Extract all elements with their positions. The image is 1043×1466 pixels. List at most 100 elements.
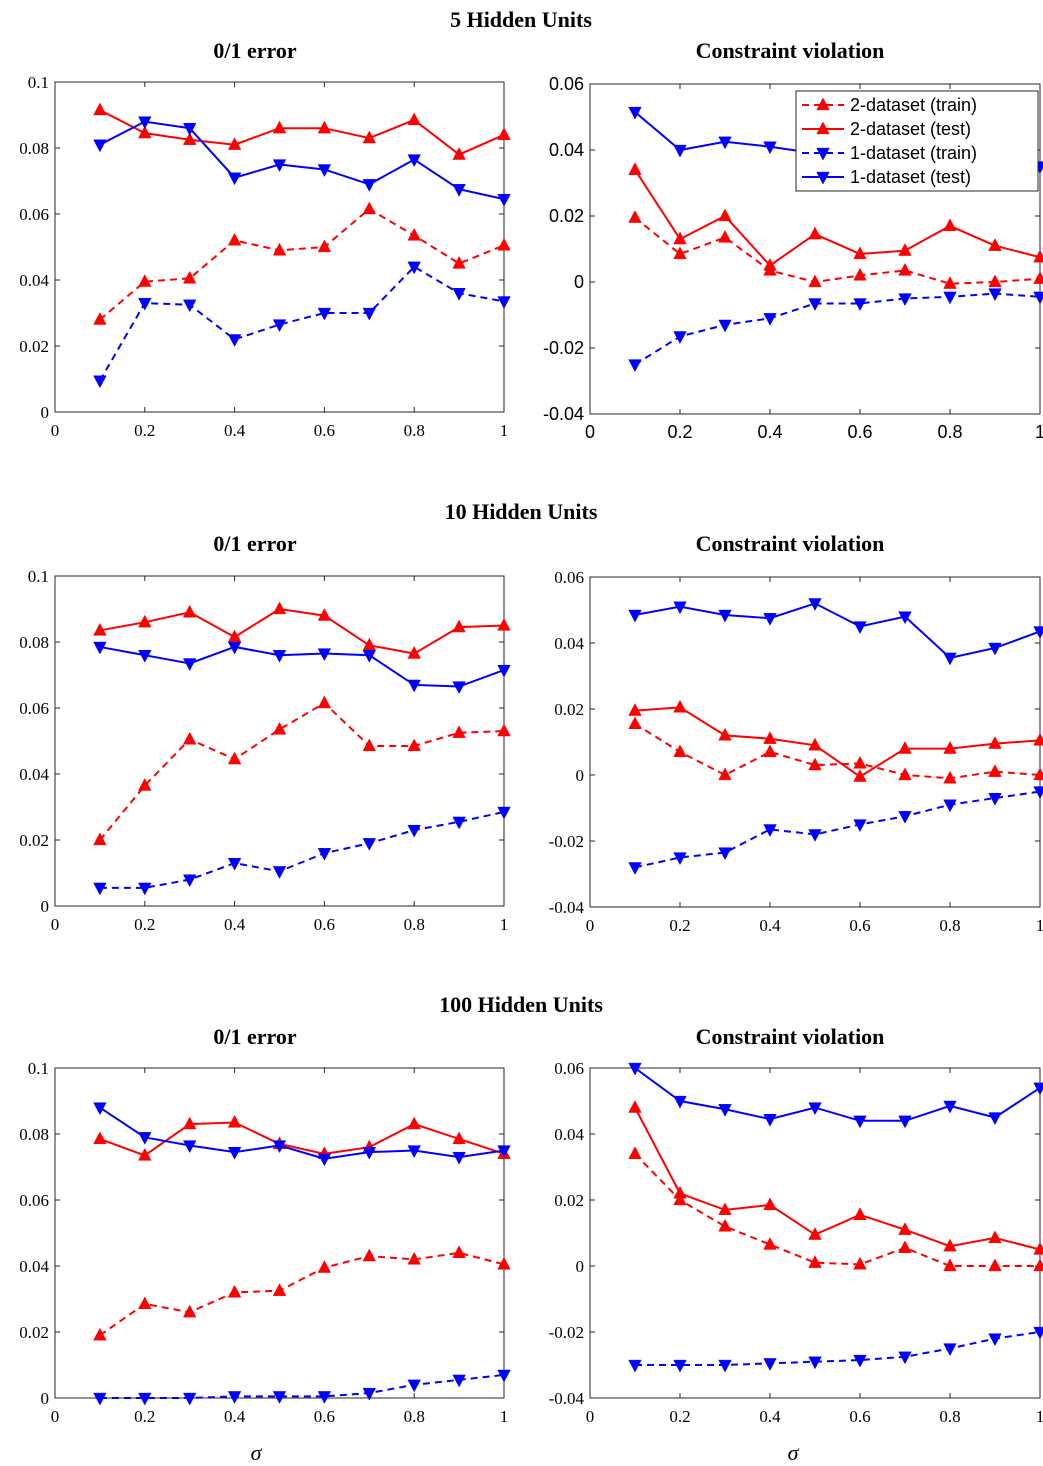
data-point bbox=[182, 658, 197, 671]
y-tick-label: 0.04 bbox=[554, 634, 584, 653]
data-point bbox=[272, 1140, 287, 1154]
data-point bbox=[227, 1147, 242, 1160]
data-point bbox=[763, 1114, 777, 1127]
data-point bbox=[898, 1240, 912, 1253]
data-point bbox=[452, 1374, 466, 1388]
y-tick-label: 0.04 bbox=[19, 765, 49, 784]
panel-6-title: Constraint violation bbox=[696, 1024, 885, 1049]
x-tick-label: 1 bbox=[500, 421, 509, 440]
data-point bbox=[943, 1100, 957, 1114]
x-tick-label: 0.4 bbox=[224, 915, 246, 934]
data-point bbox=[628, 359, 642, 373]
series-line-1-dataset-test- bbox=[99, 120, 505, 201]
panel-5-title: 0/1 error bbox=[213, 1024, 297, 1049]
data-point bbox=[93, 1392, 107, 1406]
data-point bbox=[808, 598, 822, 611]
data-point bbox=[182, 1304, 197, 1318]
series-line-1-dataset-test- bbox=[99, 1106, 505, 1160]
data-point bbox=[362, 201, 377, 215]
data-point bbox=[673, 744, 687, 758]
data-point bbox=[272, 601, 287, 615]
data-point bbox=[628, 162, 642, 175]
data-point bbox=[497, 1145, 511, 1159]
x-tick-label: 0.8 bbox=[404, 915, 425, 934]
data-point bbox=[1033, 1082, 1043, 1096]
data-point bbox=[673, 1185, 687, 1199]
legend-marker bbox=[816, 171, 830, 185]
data-point bbox=[407, 261, 421, 275]
data-point bbox=[138, 297, 152, 311]
y-tick-label: 0.06 bbox=[554, 1059, 584, 1078]
data-point bbox=[362, 1147, 377, 1160]
data-point bbox=[227, 137, 242, 150]
data-point bbox=[227, 1391, 242, 1404]
data-point bbox=[853, 1354, 867, 1368]
data-point bbox=[763, 1237, 777, 1250]
data-point bbox=[988, 1230, 1002, 1244]
data-point bbox=[763, 1358, 777, 1371]
x-tick-label: 1 bbox=[500, 915, 509, 934]
data-point bbox=[718, 208, 732, 222]
y-tick-label: 0.04 bbox=[19, 271, 49, 290]
data-point bbox=[853, 769, 867, 782]
x-tick-label: 0.8 bbox=[404, 1407, 425, 1426]
series-line-2-dataset-test- bbox=[634, 169, 1041, 267]
x-tick-label: 0.2 bbox=[669, 1407, 690, 1426]
data-point bbox=[718, 1359, 732, 1373]
data-point bbox=[497, 723, 511, 737]
legend-marker bbox=[816, 97, 830, 111]
panel-3: 0 0.2 0.4 0.6 0.8 1 0 0.02 0.04 0.06 0.08 0.1 bbox=[19, 567, 511, 934]
data-point bbox=[272, 242, 287, 256]
data-point bbox=[898, 262, 912, 276]
y-tick-label: 0.08 bbox=[19, 139, 49, 158]
data-point bbox=[808, 1227, 822, 1240]
legend-label: 2-dataset (train) bbox=[850, 95, 977, 115]
data-point bbox=[362, 179, 377, 192]
data-point bbox=[628, 1062, 642, 1076]
x-tick-label: 0.4 bbox=[224, 1407, 246, 1426]
data-point bbox=[1033, 1326, 1043, 1340]
data-point bbox=[718, 1202, 732, 1216]
data-point bbox=[182, 874, 197, 888]
data-point bbox=[362, 838, 377, 851]
data-point bbox=[317, 1391, 332, 1404]
data-point bbox=[988, 288, 1002, 302]
data-point bbox=[182, 132, 197, 145]
data-point bbox=[138, 614, 152, 628]
data-point bbox=[362, 738, 377, 752]
data-point bbox=[452, 725, 466, 738]
x-tick-label: 0 bbox=[51, 915, 60, 934]
data-point bbox=[718, 727, 732, 741]
series-line-1-dataset-test- bbox=[634, 1067, 1041, 1122]
series-line-1-dataset-train- bbox=[99, 1373, 505, 1399]
panel-5-xlabel: σ bbox=[251, 1440, 263, 1465]
y-tick-label: 0.02 bbox=[554, 700, 584, 719]
data-point bbox=[497, 194, 511, 207]
y-tick-label: 0.06 bbox=[19, 205, 49, 224]
x-tick-label: 1 bbox=[1036, 1407, 1043, 1426]
data-point bbox=[138, 1147, 152, 1161]
data-point bbox=[718, 229, 732, 243]
y-tick-label: 0 bbox=[41, 1389, 50, 1408]
data-point bbox=[272, 120, 287, 134]
data-point bbox=[718, 1104, 732, 1117]
data-point bbox=[943, 1258, 957, 1272]
data-point bbox=[673, 699, 687, 713]
data-point bbox=[943, 218, 957, 232]
data-point bbox=[943, 770, 957, 784]
data-point bbox=[317, 1260, 332, 1273]
panel-6-xlabel: σ bbox=[788, 1440, 800, 1465]
x-tick-label: 0 bbox=[586, 916, 595, 935]
data-point bbox=[988, 238, 1002, 251]
data-point bbox=[272, 159, 287, 173]
series-line-1-dataset-test- bbox=[99, 645, 505, 688]
data-point bbox=[227, 857, 242, 871]
data-point bbox=[853, 1115, 867, 1129]
data-point bbox=[93, 375, 107, 389]
data-point bbox=[1033, 1241, 1043, 1255]
data-point bbox=[452, 1245, 466, 1258]
legend-box bbox=[795, 90, 1039, 192]
x-tick-label: 0 bbox=[51, 421, 60, 440]
legend: 2-dataset (train) 2-dataset (test) 1-datas… bbox=[795, 90, 1039, 192]
